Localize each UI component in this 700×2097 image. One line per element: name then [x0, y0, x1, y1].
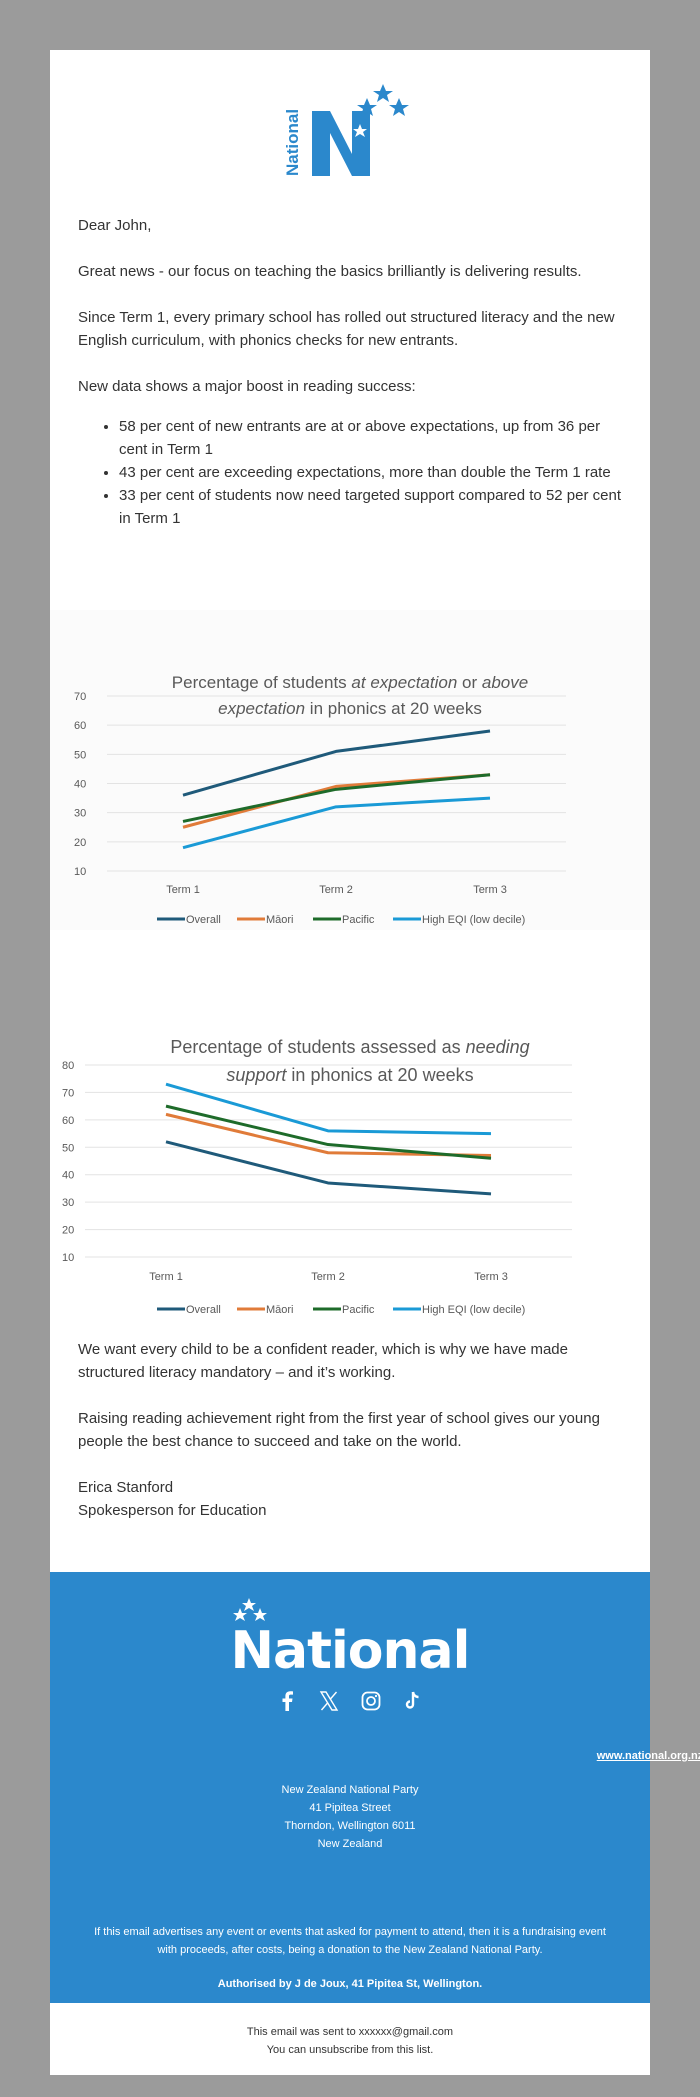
chart-needing-support: Percentage of students assessed as needi…	[50, 970, 650, 1360]
series-line-m-ori	[165, 1112, 492, 1158]
footer: National www.national.org.nz New Zealand…	[50, 1572, 700, 2026]
legend-label: Overall	[186, 1304, 221, 1316]
x-tick-label: Term 3	[474, 1271, 508, 1283]
series-line-overall	[165, 1140, 492, 1196]
line-chart: Percentage of students assessed as needi…	[62, 1037, 572, 1316]
chart-title: Percentage of students assessed as needi…	[170, 1037, 529, 1057]
national-logo: National	[283, 84, 409, 176]
y-tick-label: 30	[74, 808, 86, 820]
facebook-icon[interactable]	[277, 1690, 297, 1712]
legend-label: Pacific	[342, 914, 375, 926]
paragraph: Great news - our focus on teaching the b…	[78, 263, 582, 280]
line-chart: Percentage of students at expectation or…	[74, 673, 566, 926]
y-tick-label: 10	[62, 1252, 74, 1264]
chart-title: support in phonics at 20 weeks	[226, 1065, 473, 1085]
signature-role: Spokesperson for Education	[78, 1502, 267, 1519]
unsubscribe-link[interactable]: You can unsubscribe from this list.	[266, 2044, 434, 2056]
chart-at-expectation: Percentage of students at expectation or…	[50, 610, 650, 930]
authorisation: Authorised by J de Joux, 41 Pipitea St, …	[217, 1978, 483, 1990]
copyright: © 2025 | All rights reserved.	[282, 2014, 418, 2026]
y-tick-label: 80	[62, 1060, 74, 1072]
y-tick-label: 20	[74, 837, 86, 849]
chart-title: expectation in phonics at 20 weeks	[218, 699, 482, 718]
address: New Zealand National Party 41 Pipitea St…	[50, 1781, 650, 1853]
instagram-icon[interactable]	[361, 1690, 381, 1712]
list-item: 33 per cent of students now need targete…	[119, 484, 623, 530]
y-tick-label: 40	[74, 779, 86, 791]
x-tick-label: Term 1	[149, 1271, 183, 1283]
y-tick-label: 70	[74, 691, 86, 703]
paragraph: Since Term 1, every primary school has r…	[78, 309, 615, 349]
paragraph: New data shows a major boost in reading …	[78, 378, 416, 395]
x-tick-label: Term 2	[319, 884, 353, 896]
svg-text:National: National	[231, 1621, 470, 1672]
series-line-high-eqi-low-decile-	[182, 796, 491, 850]
chart-title: Percentage of students at expectation or…	[172, 673, 528, 692]
address-line: Thorndon, Wellington 6011	[284, 1820, 416, 1832]
x-tick-label: Term 2	[311, 1271, 345, 1283]
y-tick-label: 70	[62, 1087, 74, 1099]
y-tick-label: 20	[62, 1225, 74, 1237]
legend-label: Pacific	[342, 1304, 375, 1316]
subscription-info: This email was sent to xxxxxx@gmail.com …	[50, 2023, 650, 2059]
results-list: 58 per cent of new entrants are at or ab…	[78, 415, 623, 530]
address-line: New Zealand National Party	[281, 1784, 419, 1796]
website-link[interactable]: www.national.org.nz	[596, 1750, 700, 1762]
y-tick-label: 60	[62, 1115, 74, 1127]
legend-label: High EQI (low decile)	[422, 1304, 525, 1316]
x-tick-label: Term 3	[473, 884, 507, 896]
paragraph: We want every child to be a confident re…	[78, 1341, 568, 1381]
legend-label: Māori	[266, 914, 294, 926]
list-item: 58 per cent of new entrants are at or ab…	[119, 415, 623, 461]
y-tick-label: 10	[74, 866, 86, 878]
paragraph: Raising reading achievement right from t…	[78, 1410, 600, 1450]
greeting: Dear John,	[78, 217, 152, 234]
social-links	[50, 1690, 650, 1712]
y-tick-label: 60	[74, 720, 86, 732]
y-tick-label: 40	[62, 1170, 74, 1182]
national-wordmark-logo: National	[231, 1598, 470, 1672]
y-tick-label: 50	[74, 749, 86, 761]
svg-text:National: National	[283, 109, 302, 176]
sent-to: This email was sent to xxxxxx@gmail.com	[246, 2026, 454, 2038]
signature-name: Erica Stanford	[78, 1479, 174, 1496]
disclaimer: If this email advertises any event or ev…	[94, 1926, 606, 1956]
legend-label: Overall	[186, 914, 221, 926]
y-tick-label: 30	[62, 1197, 74, 1209]
legend-label: Māori	[266, 1304, 294, 1316]
email-body: National Dear John, Great news - our foc…	[50, 50, 700, 2075]
list-item: 43 per cent are exceeding expectations, …	[119, 461, 623, 484]
address-line: 41 Pipitea Street	[309, 1802, 391, 1814]
x-tick-label: Term 1	[166, 884, 200, 896]
y-tick-label: 50	[62, 1142, 74, 1154]
tiktok-icon[interactable]	[403, 1690, 423, 1712]
legend-label: High EQI (low decile)	[422, 914, 525, 926]
x-icon[interactable]	[319, 1690, 339, 1712]
address-line: New Zealand	[317, 1838, 383, 1850]
